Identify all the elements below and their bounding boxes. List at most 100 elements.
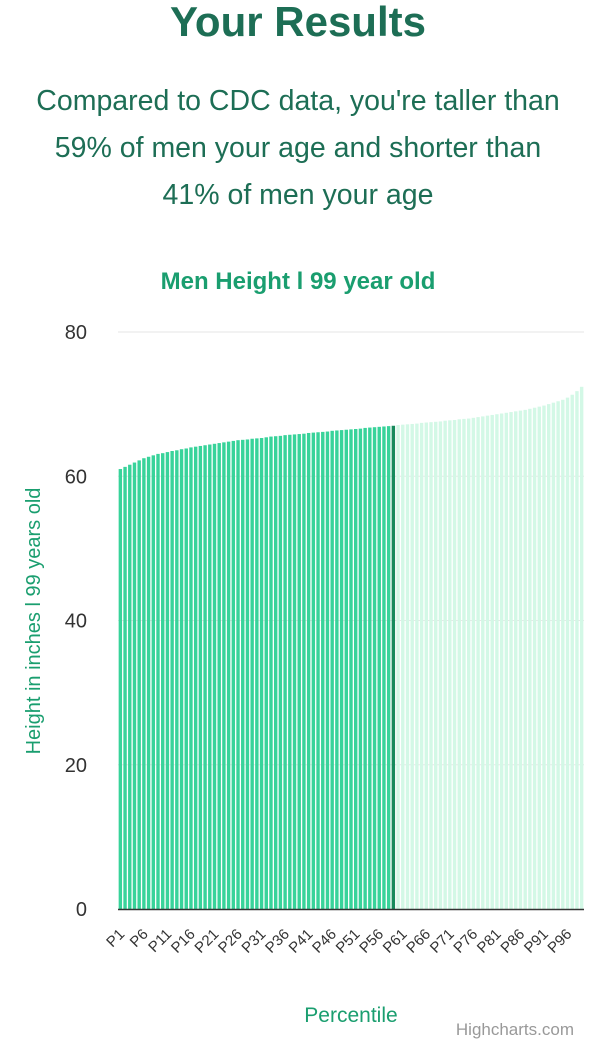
bar-P25[interactable]: [231, 440, 236, 909]
bar-P33[interactable]: [269, 436, 273, 909]
bar-P52[interactable]: [358, 428, 363, 909]
bar-P53[interactable]: [363, 427, 367, 909]
bar-P17[interactable]: [193, 446, 198, 909]
bar-P83[interactable]: [504, 412, 509, 909]
bar-P3[interactable]: [128, 464, 132, 909]
bar-P93[interactable]: [551, 402, 556, 909]
bar-P35[interactable]: [278, 435, 283, 909]
bar-P27[interactable]: [241, 439, 245, 909]
bar-P46[interactable]: [330, 430, 334, 909]
bar-P54[interactable]: [368, 427, 372, 909]
bar-P91[interactable]: [542, 405, 546, 909]
bar-P56[interactable]: [377, 426, 381, 909]
bar-P84[interactable]: [509, 412, 513, 909]
bar-P67[interactable]: [429, 422, 433, 909]
bar-P37[interactable]: [288, 434, 292, 909]
bar-P88[interactable]: [528, 408, 532, 909]
bar-P96[interactable]: [565, 397, 570, 909]
bar-P61[interactable]: [401, 424, 405, 909]
bar-P31[interactable]: [259, 438, 264, 909]
bar-P55[interactable]: [372, 427, 377, 909]
bar-P2[interactable]: [123, 466, 127, 909]
bar-P82[interactable]: [499, 413, 504, 909]
bar-P21[interactable]: [212, 443, 217, 909]
bar-P76[interactable]: [471, 417, 476, 909]
bar-P23[interactable]: [222, 442, 226, 909]
bar-P28[interactable]: [245, 439, 250, 909]
bar-P42[interactable]: [311, 432, 316, 909]
bar-P59[interactable]: [391, 425, 396, 909]
bar-P66[interactable]: [424, 422, 429, 909]
bar-P77[interactable]: [476, 417, 480, 909]
bar-P8[interactable]: [151, 455, 156, 909]
bar-P69[interactable]: [438, 421, 443, 909]
bar-P15[interactable]: [184, 448, 188, 909]
bar-P47[interactable]: [335, 430, 339, 909]
bar-P78[interactable]: [481, 416, 485, 909]
bar-P85[interactable]: [514, 411, 518, 909]
bar-P94[interactable]: [556, 401, 560, 909]
bar-P51[interactable]: [354, 429, 358, 909]
bar-P9[interactable]: [156, 453, 160, 909]
bar-P14[interactable]: [179, 449, 184, 909]
bar-P38[interactable]: [292, 434, 297, 909]
bar-P65[interactable]: [419, 422, 424, 909]
bar-P44[interactable]: [321, 431, 325, 909]
bar-P58[interactable]: [386, 426, 391, 909]
bar-P29[interactable]: [250, 438, 254, 909]
bar-P98[interactable]: [575, 391, 579, 910]
bar-P7[interactable]: [146, 456, 151, 909]
bar-P99[interactable]: [579, 386, 584, 909]
bar-P45[interactable]: [325, 431, 330, 909]
bar-P50[interactable]: [349, 429, 353, 909]
credits-link[interactable]: Highcharts.com: [455, 1020, 574, 1039]
bar-P48[interactable]: [339, 430, 344, 909]
bar-P16[interactable]: [189, 447, 193, 909]
bar-P24[interactable]: [226, 441, 231, 909]
bar-P11[interactable]: [165, 452, 170, 909]
bar-P36[interactable]: [283, 435, 287, 909]
bar-P40[interactable]: [302, 433, 306, 909]
bar-P26[interactable]: [236, 440, 240, 909]
bar-P72[interactable]: [452, 419, 457, 909]
bar-P64[interactable]: [415, 423, 419, 909]
bar-P80[interactable]: [490, 414, 494, 909]
bar-P92[interactable]: [546, 404, 551, 909]
bar-P30[interactable]: [255, 438, 259, 909]
bar-P32[interactable]: [264, 437, 268, 909]
bar-P39[interactable]: [297, 434, 301, 909]
bar-P43[interactable]: [316, 432, 320, 909]
bar-P10[interactable]: [161, 453, 165, 909]
bar-P4[interactable]: [132, 462, 137, 909]
bar-P79[interactable]: [485, 415, 490, 909]
bar-P5[interactable]: [137, 460, 141, 909]
bar-P62[interactable]: [405, 424, 410, 909]
bar-P74[interactable]: [462, 418, 466, 909]
bar-P13[interactable]: [175, 450, 179, 909]
bar-P1[interactable]: [118, 469, 123, 909]
bar-P19[interactable]: [203, 445, 207, 909]
bar-P34[interactable]: [273, 436, 278, 909]
bar-P73[interactable]: [457, 419, 461, 909]
bar-P68[interactable]: [434, 421, 438, 909]
bar-P12[interactable]: [170, 451, 174, 909]
bar-P57[interactable]: [382, 426, 386, 909]
bar-P49[interactable]: [344, 429, 348, 909]
bar-P75[interactable]: [466, 418, 471, 909]
bar-P41[interactable]: [306, 432, 311, 909]
bar-P6[interactable]: [142, 458, 146, 909]
bar-P71[interactable]: [448, 420, 452, 909]
bar-P86[interactable]: [518, 410, 523, 909]
bar-P70[interactable]: [443, 420, 447, 909]
bar-P20[interactable]: [208, 444, 212, 909]
bar-P90[interactable]: [537, 406, 541, 909]
bar-P95[interactable]: [561, 399, 565, 909]
bar-P97[interactable]: [570, 394, 574, 909]
bar-P81[interactable]: [495, 414, 499, 909]
bar-P18[interactable]: [198, 445, 203, 909]
bar-P89[interactable]: [532, 407, 537, 909]
bar-P63[interactable]: [410, 423, 414, 909]
bar-P60[interactable]: [396, 425, 400, 909]
bar-P22[interactable]: [217, 443, 221, 909]
bar-P87[interactable]: [523, 409, 527, 909]
